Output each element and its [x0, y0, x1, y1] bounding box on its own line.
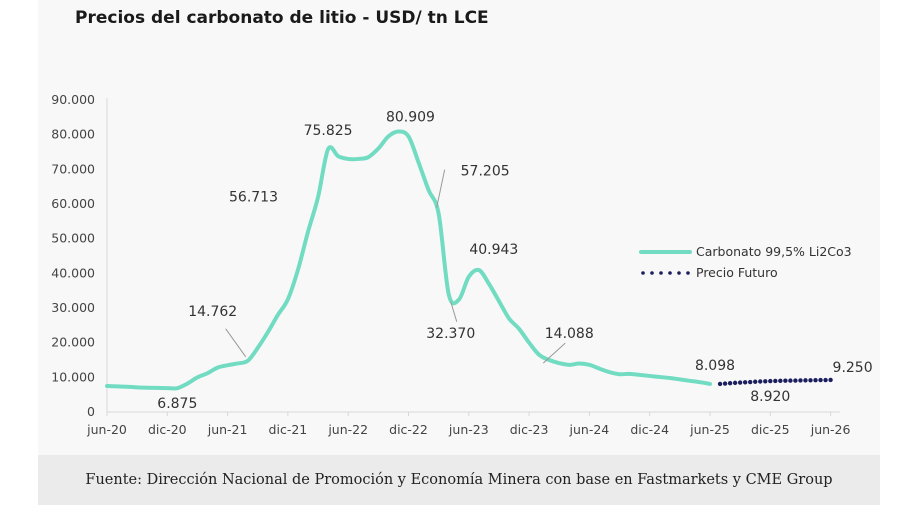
- series-point-precio-futuro: [783, 378, 788, 383]
- x-tick-label: dic-23: [510, 422, 549, 437]
- x-tick-label: jun-25: [689, 422, 730, 437]
- data-label: 32.370: [426, 326, 475, 342]
- x-tick-label: jun-22: [327, 422, 368, 437]
- data-label-leader: [225, 328, 247, 358]
- data-label: 8.920: [750, 389, 790, 405]
- series-point-precio-futuro: [758, 379, 763, 384]
- y-tick-label: 20.000: [51, 335, 95, 350]
- legend-swatch-precio-futuro: [677, 271, 681, 275]
- x-tick-label: jun-26: [810, 422, 851, 437]
- data-label-leader: [542, 342, 566, 364]
- data-label: 80.909: [386, 110, 435, 126]
- x-tick-label: jun-24: [569, 422, 610, 437]
- series-point-precio-futuro: [763, 379, 768, 384]
- series-point-precio-futuro: [768, 378, 773, 384]
- legend-label-precio-futuro: Precio Futuro: [696, 265, 778, 280]
- x-tick-label: dic-21: [269, 422, 308, 437]
- legend-swatch-precio-futuro: [659, 271, 663, 275]
- y-tick-label: 60.000: [51, 196, 95, 211]
- data-label-leader: [450, 301, 458, 322]
- data-label-leader: [436, 169, 446, 208]
- data-label: 8.098: [695, 358, 735, 374]
- data-label: 57.205: [461, 164, 510, 180]
- x-tick-label: dic-25: [751, 422, 790, 437]
- data-label: 14.762: [188, 304, 237, 320]
- y-tick-label: 70.000: [51, 161, 95, 176]
- data-label: 14.088: [545, 326, 594, 342]
- y-tick-label: 90.000: [51, 92, 95, 107]
- data-label: 6.875: [157, 396, 197, 412]
- legend-swatch-precio-futuro: [641, 271, 645, 275]
- y-tick-label: 0: [87, 404, 95, 419]
- series-point-precio-futuro: [732, 380, 738, 386]
- legend-swatch-precio-futuro: [686, 271, 690, 275]
- y-tick-label: 30.000: [51, 300, 95, 315]
- y-tick-label: 80.000: [51, 127, 95, 142]
- series-point-precio-futuro: [717, 381, 723, 387]
- series-point-precio-futuro: [737, 380, 743, 385]
- series-point-precio-futuro: [778, 378, 783, 383]
- series-point-precio-futuro: [773, 378, 778, 384]
- data-label: 9.250: [833, 360, 873, 376]
- legend-swatch-precio-futuro: [668, 271, 672, 275]
- series-point-precio-futuro: [828, 377, 833, 383]
- data-label: 75.825: [304, 123, 353, 139]
- y-tick-label: 50.000: [51, 231, 95, 246]
- series-point-precio-futuro: [798, 378, 803, 383]
- chart-panel: [38, 0, 880, 455]
- data-label: 40.943: [469, 242, 518, 258]
- series-point-precio-futuro: [818, 377, 823, 383]
- source-footer: Fuente: Dirección Nacional de Promoción …: [38, 455, 880, 505]
- y-tick-label: 10.000: [51, 369, 95, 384]
- series-point-precio-futuro: [753, 379, 758, 384]
- legend-swatch-precio-futuro: [650, 271, 654, 275]
- x-tick-label: jun-23: [448, 422, 489, 437]
- legend-label-carbonato: Carbonato 99,5% Li2Co3: [696, 244, 852, 259]
- x-tick-label: dic-24: [630, 422, 669, 437]
- series-point-precio-futuro: [788, 378, 793, 383]
- x-tick-label: jun-20: [86, 422, 127, 437]
- data-label: 56.713: [229, 189, 278, 205]
- series-line-carbonato: [105, 129, 712, 391]
- x-tick-label: dic-20: [148, 422, 187, 437]
- x-tick-label: dic-22: [389, 422, 428, 437]
- series-point-precio-futuro: [742, 380, 748, 385]
- series-point-precio-futuro: [727, 381, 733, 386]
- series-point-precio-futuro: [813, 377, 818, 383]
- series-point-precio-futuro: [823, 377, 828, 383]
- series-point-precio-futuro: [748, 379, 753, 385]
- series-point-precio-futuro: [722, 381, 728, 386]
- series-point-precio-futuro: [803, 378, 808, 383]
- series-point-precio-futuro: [793, 378, 798, 383]
- x-tick-label: jun-21: [207, 422, 248, 437]
- source-text: Fuente: Dirección Nacional de Promoción …: [85, 472, 833, 488]
- y-tick-label: 40.000: [51, 265, 95, 280]
- chart-title: Precios del carbonato de litio - USD/ tn…: [75, 8, 489, 28]
- series-point-precio-futuro: [808, 378, 813, 383]
